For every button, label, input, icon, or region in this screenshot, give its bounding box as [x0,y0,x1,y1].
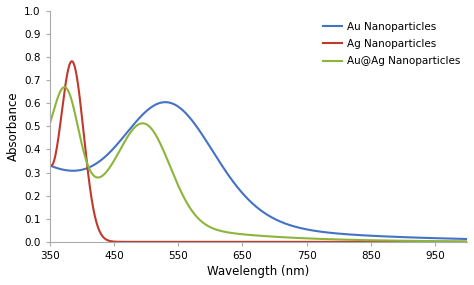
Au Nanoparticles [47,164,53,167]
Ag Nanoparticles [411,240,417,244]
Au Nanoparticles [163,100,168,104]
Au Nanoparticles [207,145,213,148]
Au@Ag Nanoparticles [411,239,417,243]
Line: Au@Ag Nanoparticles: Au@Ag Nanoparticles [50,87,467,241]
Au Nanoparticles [456,237,462,241]
Legend: Au Nanoparticles, Ag Nanoparticles, Au@Ag Nanoparticles: Au Nanoparticles, Ag Nanoparticles, Au@A… [319,18,465,71]
Au Nanoparticles [411,236,417,239]
Ag Nanoparticles [225,240,231,244]
Au Nanoparticles [119,137,125,140]
Au Nanoparticles [464,237,470,241]
Ag Nanoparticles [464,240,470,244]
Ag Nanoparticles [119,240,125,244]
Au@Ag Nanoparticles [456,240,462,243]
X-axis label: Wavelength (nm): Wavelength (nm) [207,265,310,278]
Au Nanoparticles [94,161,100,165]
Y-axis label: Absorbance: Absorbance [7,91,20,161]
Au@Ag Nanoparticles [207,225,213,229]
Ag Nanoparticles [69,60,74,63]
Au Nanoparticles [225,173,231,176]
Au@Ag Nanoparticles [119,144,125,148]
Ag Nanoparticles [94,224,100,227]
Au@Ag Nanoparticles [464,240,470,243]
Ag Nanoparticles [456,240,462,244]
Au@Ag Nanoparticles [94,176,100,179]
Au@Ag Nanoparticles [225,231,231,234]
Line: Au Nanoparticles: Au Nanoparticles [50,102,467,239]
Ag Nanoparticles [47,162,53,166]
Au@Ag Nanoparticles [47,123,53,126]
Line: Ag Nanoparticles: Ag Nanoparticles [50,61,467,242]
Ag Nanoparticles [207,240,213,244]
Au@Ag Nanoparticles [62,86,67,89]
